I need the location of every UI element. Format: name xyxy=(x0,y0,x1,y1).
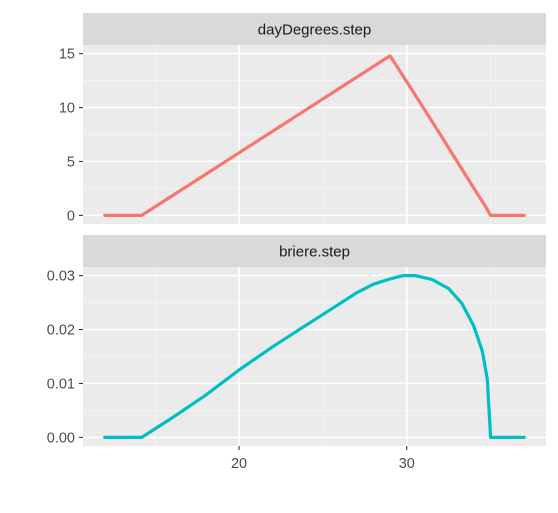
facet-panel-2: briere.step 0.00 0.01 0.02 0.03 xyxy=(47,235,546,446)
y-tick-label: 5 xyxy=(67,154,75,170)
x-tick-label: 20 xyxy=(231,456,247,472)
y-tick-label: 0.00 xyxy=(47,430,75,446)
y-tick-label: 0 xyxy=(67,208,75,224)
y-tick-label: 15 xyxy=(59,47,75,63)
y-tick-label: 10 xyxy=(59,101,75,117)
x-tick-label: 30 xyxy=(399,456,415,472)
facet-strip xyxy=(83,235,546,267)
series-line xyxy=(103,54,526,217)
facet-strip-label: dayDegrees.step xyxy=(258,22,371,39)
y-tick-label: 0.01 xyxy=(47,376,75,392)
series-line xyxy=(103,274,526,439)
y-tick-label: 0.03 xyxy=(47,269,75,285)
y-tick-label: 0.02 xyxy=(47,323,75,339)
facet-strip xyxy=(83,13,546,45)
facet-panel-1: dayDegrees.step 0 5 10 15 xyxy=(59,13,546,224)
facet-strip-label: briere.step xyxy=(279,244,350,261)
